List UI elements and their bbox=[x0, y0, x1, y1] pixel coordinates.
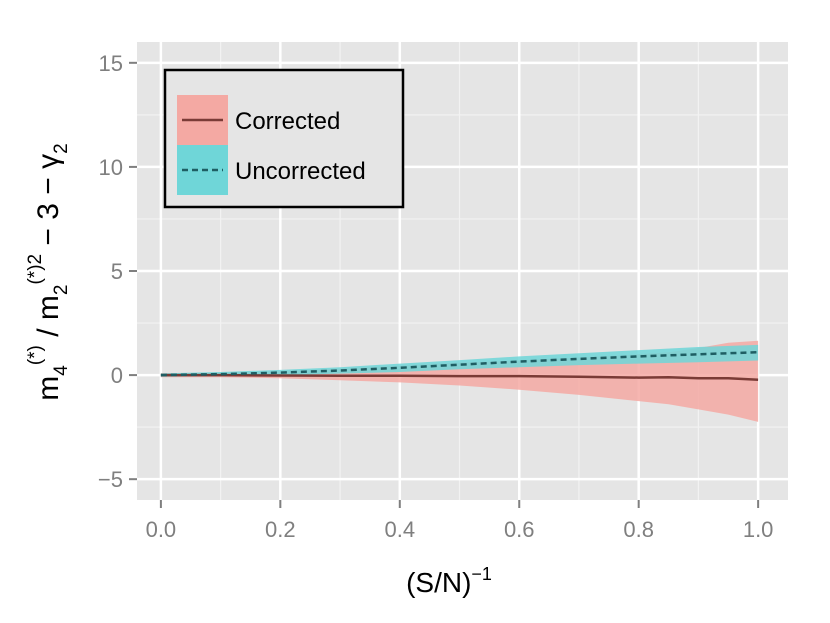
y-tick-label: 5 bbox=[111, 259, 123, 284]
y-title-m: m bbox=[32, 376, 65, 401]
x-tick-label: 0.6 bbox=[504, 517, 535, 542]
legend: Corrected Uncorrected bbox=[163, 68, 405, 209]
band-uncorrected bbox=[160, 344, 759, 377]
x-tick-label: 0.0 bbox=[146, 517, 177, 542]
line-corrected bbox=[160, 373, 759, 381]
x-axis-ticks: 0.0 0.2 0.4 0.6 0.8 1.0 bbox=[146, 500, 774, 542]
y-tick-label: 10 bbox=[99, 155, 123, 180]
x-tick-label: 1.0 bbox=[743, 517, 774, 542]
x-axis-title-sup: −1 bbox=[471, 564, 492, 584]
y-title-sub1: 4 bbox=[51, 365, 72, 376]
x-axis-title-base: (S/N) bbox=[406, 567, 471, 598]
y-tick-label: 0 bbox=[111, 363, 123, 388]
series-lines bbox=[160, 350, 759, 381]
y-title-sup2: (*)2 bbox=[25, 254, 46, 285]
confidence-bands bbox=[160, 340, 759, 422]
x-tick-label: 0.8 bbox=[623, 517, 654, 542]
x-axis-title: (S/N)−1 bbox=[406, 564, 492, 598]
x-tick-label: 0.2 bbox=[265, 517, 296, 542]
legend-label-uncorrected: Uncorrected bbox=[235, 158, 366, 185]
y-tick-label: 15 bbox=[99, 51, 123, 76]
y-axis-ticks: −5 0 5 10 15 bbox=[98, 51, 137, 492]
grid-major bbox=[137, 42, 788, 500]
y-title-sup1: (*) bbox=[25, 345, 46, 365]
y-title-slash: / m bbox=[32, 295, 65, 345]
y-title-sub2: 2 bbox=[51, 285, 72, 296]
y-tick-label: −5 bbox=[98, 467, 123, 492]
y-title-sub3: 2 bbox=[51, 143, 72, 154]
y-axis-title: m4(*) / m2(*)2 − 3 − γ2 bbox=[25, 143, 72, 401]
legend-label-corrected: Corrected bbox=[235, 108, 340, 135]
x-tick-label: 0.4 bbox=[384, 517, 415, 542]
y-title-tail: − 3 − γ bbox=[32, 154, 65, 254]
